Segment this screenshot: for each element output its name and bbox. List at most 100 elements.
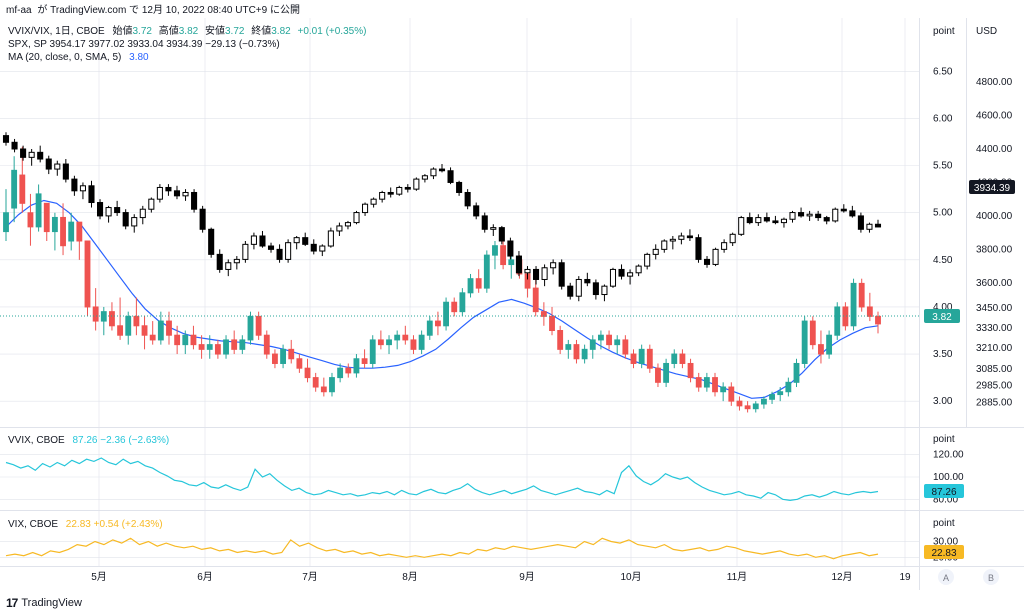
ratio-candle-body: [557, 330, 564, 350]
ratio-candle-body: [426, 320, 433, 336]
spx-candle-body: [2, 135, 10, 143]
ratio-candle-body: [117, 325, 124, 336]
spx-candle-body: [156, 186, 163, 200]
spx-candle-body: [387, 191, 394, 195]
ratio-candle-body: [141, 325, 148, 336]
usd-tick-label: 3600.00: [976, 278, 1013, 289]
ratio-candle-body: [239, 339, 246, 350]
spx-candle-body: [874, 223, 882, 228]
spx-candle-body: [327, 230, 334, 247]
spx-candle-body: [763, 217, 770, 222]
usd-tick-label: 2985.00: [976, 381, 1013, 392]
spx-candle-body: [28, 151, 35, 158]
spx-candle-body: [208, 228, 215, 255]
spx-candle-body: [644, 253, 651, 267]
legend-low-label: 安値: [205, 24, 225, 37]
ratio-candle-body: [606, 334, 612, 346]
tradingview-logo-icon: 17: [6, 596, 18, 610]
ratio-candle-body: [223, 339, 229, 355]
ratio-candle-body: [109, 311, 115, 327]
spx-candle-body: [584, 278, 591, 284]
ratio-candle-body: [296, 358, 303, 369]
spx-candle-body: [139, 208, 146, 219]
legend-vix-prefix: VIX, CBOE: [8, 519, 58, 530]
legend-ma-value: 3.80: [129, 52, 149, 63]
ratio-candle-body: [459, 292, 466, 313]
spx-candle-body: [336, 225, 343, 232]
spx-candle-body: [772, 220, 779, 224]
ratio-tick-label: 4.00: [933, 302, 953, 313]
legend-main-prefix: VVIX/VIX, 1日, CBOE: [8, 26, 105, 37]
vix-line-layer: [5, 537, 879, 560]
vvix-axis-ticks: 120.00 100.00 80.00: [933, 450, 964, 506]
publish-text: が TradingView.com で 12月 10, 2022 08:40 U…: [37, 3, 300, 16]
ratio-candle-body: [500, 245, 507, 266]
ratio-candle-body: [842, 306, 849, 327]
spx-candle-body: [558, 262, 565, 287]
b-scale-button[interactable]: B: [983, 569, 999, 585]
spx-price-badge: 3934.39: [969, 180, 1015, 194]
spx-candle-body: [71, 178, 78, 192]
spx-candle-body: [780, 218, 788, 224]
spx-candle-body: [396, 186, 403, 195]
ratio-candle-body: [247, 315, 254, 341]
ratio-candle-body: [386, 339, 392, 346]
ratio-candle-body: [532, 287, 539, 313]
spx-candle-body: [729, 233, 736, 244]
ratio-tick-label: 4.50: [933, 255, 953, 266]
ratio-candle-body: [565, 344, 572, 350]
legend-close-value: 3.82: [271, 26, 291, 37]
ratio-candle-body: [377, 339, 384, 346]
spx-candle-body: [191, 191, 198, 210]
vix-tick-label: 30.00: [933, 536, 958, 547]
spx-candle-body: [755, 217, 762, 224]
publish-user[interactable]: mf-aa: [6, 5, 32, 16]
ratio-candle-body: [777, 391, 784, 396]
spx-candle-body: [250, 235, 257, 245]
legend-vvix-value: 87.26 −2.36 (−2.63%): [72, 435, 169, 446]
spx-candle-body: [122, 212, 129, 227]
spx-candle-body: [11, 141, 18, 150]
ratio-axis-ticks: 6.50 6.00 5.50 5.00 4.50 4.00 3.50 3.00: [933, 66, 953, 407]
spx-candle-body: [464, 191, 471, 207]
ratio-candle-body: [622, 339, 629, 355]
legend-low-value: 3.72: [225, 26, 245, 37]
spx-candle-body: [695, 237, 702, 260]
spx-candle-body: [618, 268, 625, 277]
ratio-candle-body: [492, 245, 498, 256]
spx-candle-body: [131, 217, 138, 227]
spx-candle-body: [20, 148, 27, 158]
vvix-axis-title: point: [933, 434, 955, 445]
ratio-candle-body: [157, 320, 164, 341]
tradingview-footer[interactable]: 17 TradingView: [6, 594, 82, 612]
auto-scale-label: A: [943, 573, 949, 583]
month-tick-label: 9月: [519, 571, 535, 583]
spx-candle-body: [832, 208, 839, 222]
spx-candle-body: [746, 217, 753, 224]
ratio-candle-body: [866, 306, 873, 317]
legend-spx: SPX, SP 3954.17 3977.02 3933.04 3934.39 …: [8, 39, 280, 50]
auto-scale-button[interactable]: A: [938, 569, 954, 585]
legend-high-label: 高値: [159, 24, 179, 37]
ratio-candle-body: [149, 334, 156, 341]
publish-header-svg: mf-aa が TradingView.com で 12月 10, 2022 0…: [6, 3, 300, 16]
vvix-line-layer: [5, 457, 879, 502]
legend-close-label: 終値: [251, 24, 271, 37]
ratio-candle-body: [597, 334, 604, 341]
ratio-candle-body: [133, 315, 140, 327]
legend-open-label: 始値: [112, 24, 132, 37]
spx-candle-body: [798, 212, 805, 217]
ratio-candle-body: [483, 254, 490, 289]
spx-candle-body: [515, 255, 522, 274]
spx-candle-body: [627, 272, 634, 277]
ratio-candle-body: [27, 212, 34, 228]
spx-candle-body: [199, 208, 206, 230]
month-tick-label: 5月: [91, 571, 107, 583]
month-tick-label: 7月: [302, 571, 318, 583]
ratio-candle-body: [769, 394, 775, 400]
spx-candle-body: [404, 186, 411, 190]
spx-candle-body: [370, 198, 377, 205]
time-axis-ticks: 5月 6月 7月 8月 9月 10月 11月 12月 19: [91, 571, 911, 583]
ratio-candle-body: [728, 386, 735, 402]
ratio-candle-body: [655, 367, 661, 383]
